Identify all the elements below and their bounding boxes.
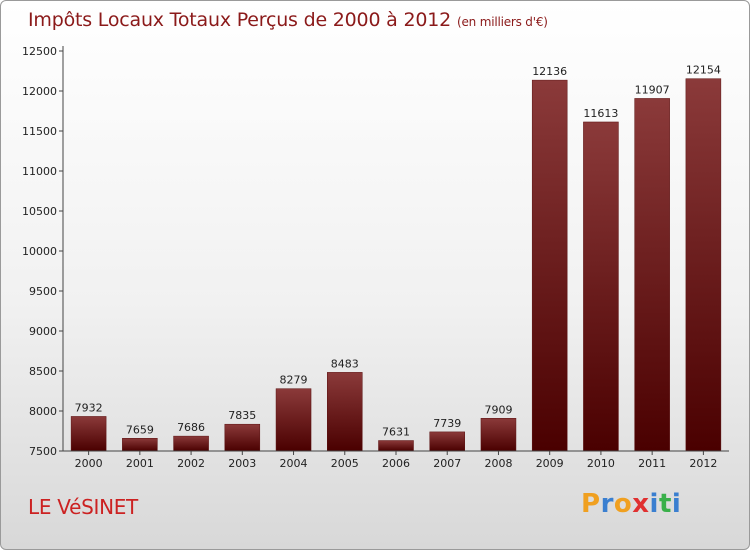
bar-group: 7631 (378, 426, 414, 452)
x-tick-label: 2003 (228, 457, 256, 470)
bar-value-label: 11907 (635, 83, 670, 96)
proxiti-logo: Proxiti (581, 489, 681, 519)
bar (531, 79, 568, 452)
y-tick-label: 10500 (22, 205, 57, 218)
bar (122, 438, 158, 452)
bar-value-label: 12136 (532, 65, 567, 78)
bar-group: 7659 (122, 423, 158, 452)
bar-group: 12136 (531, 65, 568, 452)
bar-value-label: 8483 (331, 357, 359, 370)
bar (429, 431, 465, 452)
y-tick-label: 10000 (22, 245, 57, 258)
bar-value-label: 7739 (433, 417, 461, 430)
logo-letter: r (600, 489, 614, 519)
y-tick-label: 11000 (22, 165, 57, 178)
x-tick-label: 2005 (331, 457, 359, 470)
bar-group: 12154 (685, 64, 722, 452)
bar (70, 416, 107, 452)
y-tick-label: 9500 (29, 285, 57, 298)
bar-value-label: 7932 (75, 401, 103, 414)
x-tick-label: 2008 (484, 457, 512, 470)
y-tick-label: 7500 (29, 445, 57, 458)
y-tick-label: 12000 (22, 85, 57, 98)
bar-group: 11613 (583, 107, 619, 452)
logo-letter: i (649, 489, 659, 519)
bar-value-label: 7835 (228, 409, 256, 422)
y-axis: 7500 8000 8500 9000 9500 10000 10500 11000 11500… (22, 45, 64, 458)
x-tick-label: 2002 (177, 457, 205, 470)
bar-value-label: 7631 (382, 426, 410, 439)
bar-value-label: 7659 (126, 423, 154, 436)
bar (634, 98, 670, 452)
bar-value-label: 12154 (686, 64, 721, 77)
bar-value-label: 11613 (583, 107, 618, 120)
x-tick-label: 2000 (75, 457, 103, 470)
logo-letter: t (658, 489, 672, 519)
y-tick-label: 8000 (29, 405, 57, 418)
chart-title: Impôts Locaux Totaux Perçus de 2000 à 20… (28, 9, 548, 31)
bar-group: 11907 (634, 83, 670, 452)
bar (173, 435, 209, 452)
bar (685, 78, 722, 452)
x-tick-label: 2009 (536, 457, 564, 470)
x-tick-label: 2012 (689, 457, 717, 470)
y-tick-label: 12500 (22, 45, 57, 58)
bar-value-label: 7909 (484, 403, 512, 416)
bar-group: 7909 (480, 403, 517, 452)
bar-series: 7932 7659 7686 7835 8279 8483 7631 7739 7909 1213… (70, 64, 722, 452)
bar (275, 388, 312, 452)
bar (224, 423, 261, 452)
chart-unit-label: (en milliers d'€) (457, 15, 548, 29)
bar-group: 8483 (327, 357, 363, 452)
x-axis: 2000 2001 2002 2003 2004 2005 2006 2007 2008 2009… (63, 450, 729, 470)
bar (583, 121, 619, 452)
logo-letter: x (632, 489, 650, 519)
x-tick-label: 2011 (638, 457, 666, 470)
x-tick-label: 2010 (587, 457, 615, 470)
x-tick-label: 2001 (126, 457, 154, 470)
bar-value-label: 8279 (280, 374, 308, 387)
bar (327, 372, 363, 452)
bar-group: 7932 (70, 401, 107, 452)
place-name: LE VéSINET (28, 495, 138, 519)
bar-group: 7835 (224, 409, 261, 452)
y-tick-label: 8500 (29, 365, 57, 378)
x-tick-label: 2007 (433, 457, 461, 470)
x-tick-label: 2006 (382, 457, 410, 470)
bar (480, 418, 517, 452)
y-tick-label: 9000 (29, 325, 57, 338)
logo-letter: o (613, 489, 633, 519)
bar-group: 8279 (275, 374, 312, 452)
bar-value-label: 7686 (177, 421, 205, 434)
bar-group: 7739 (429, 417, 465, 452)
logo-letter: i (671, 489, 682, 519)
logo-letter: P (581, 489, 601, 519)
bar-group: 7686 (173, 421, 209, 452)
y-tick-label: 11500 (22, 125, 57, 138)
x-tick-label: 2004 (280, 457, 308, 470)
bar (378, 440, 414, 452)
chart-title-text: Impôts Locaux Totaux Perçus de 2000 à 20… (28, 9, 452, 31)
